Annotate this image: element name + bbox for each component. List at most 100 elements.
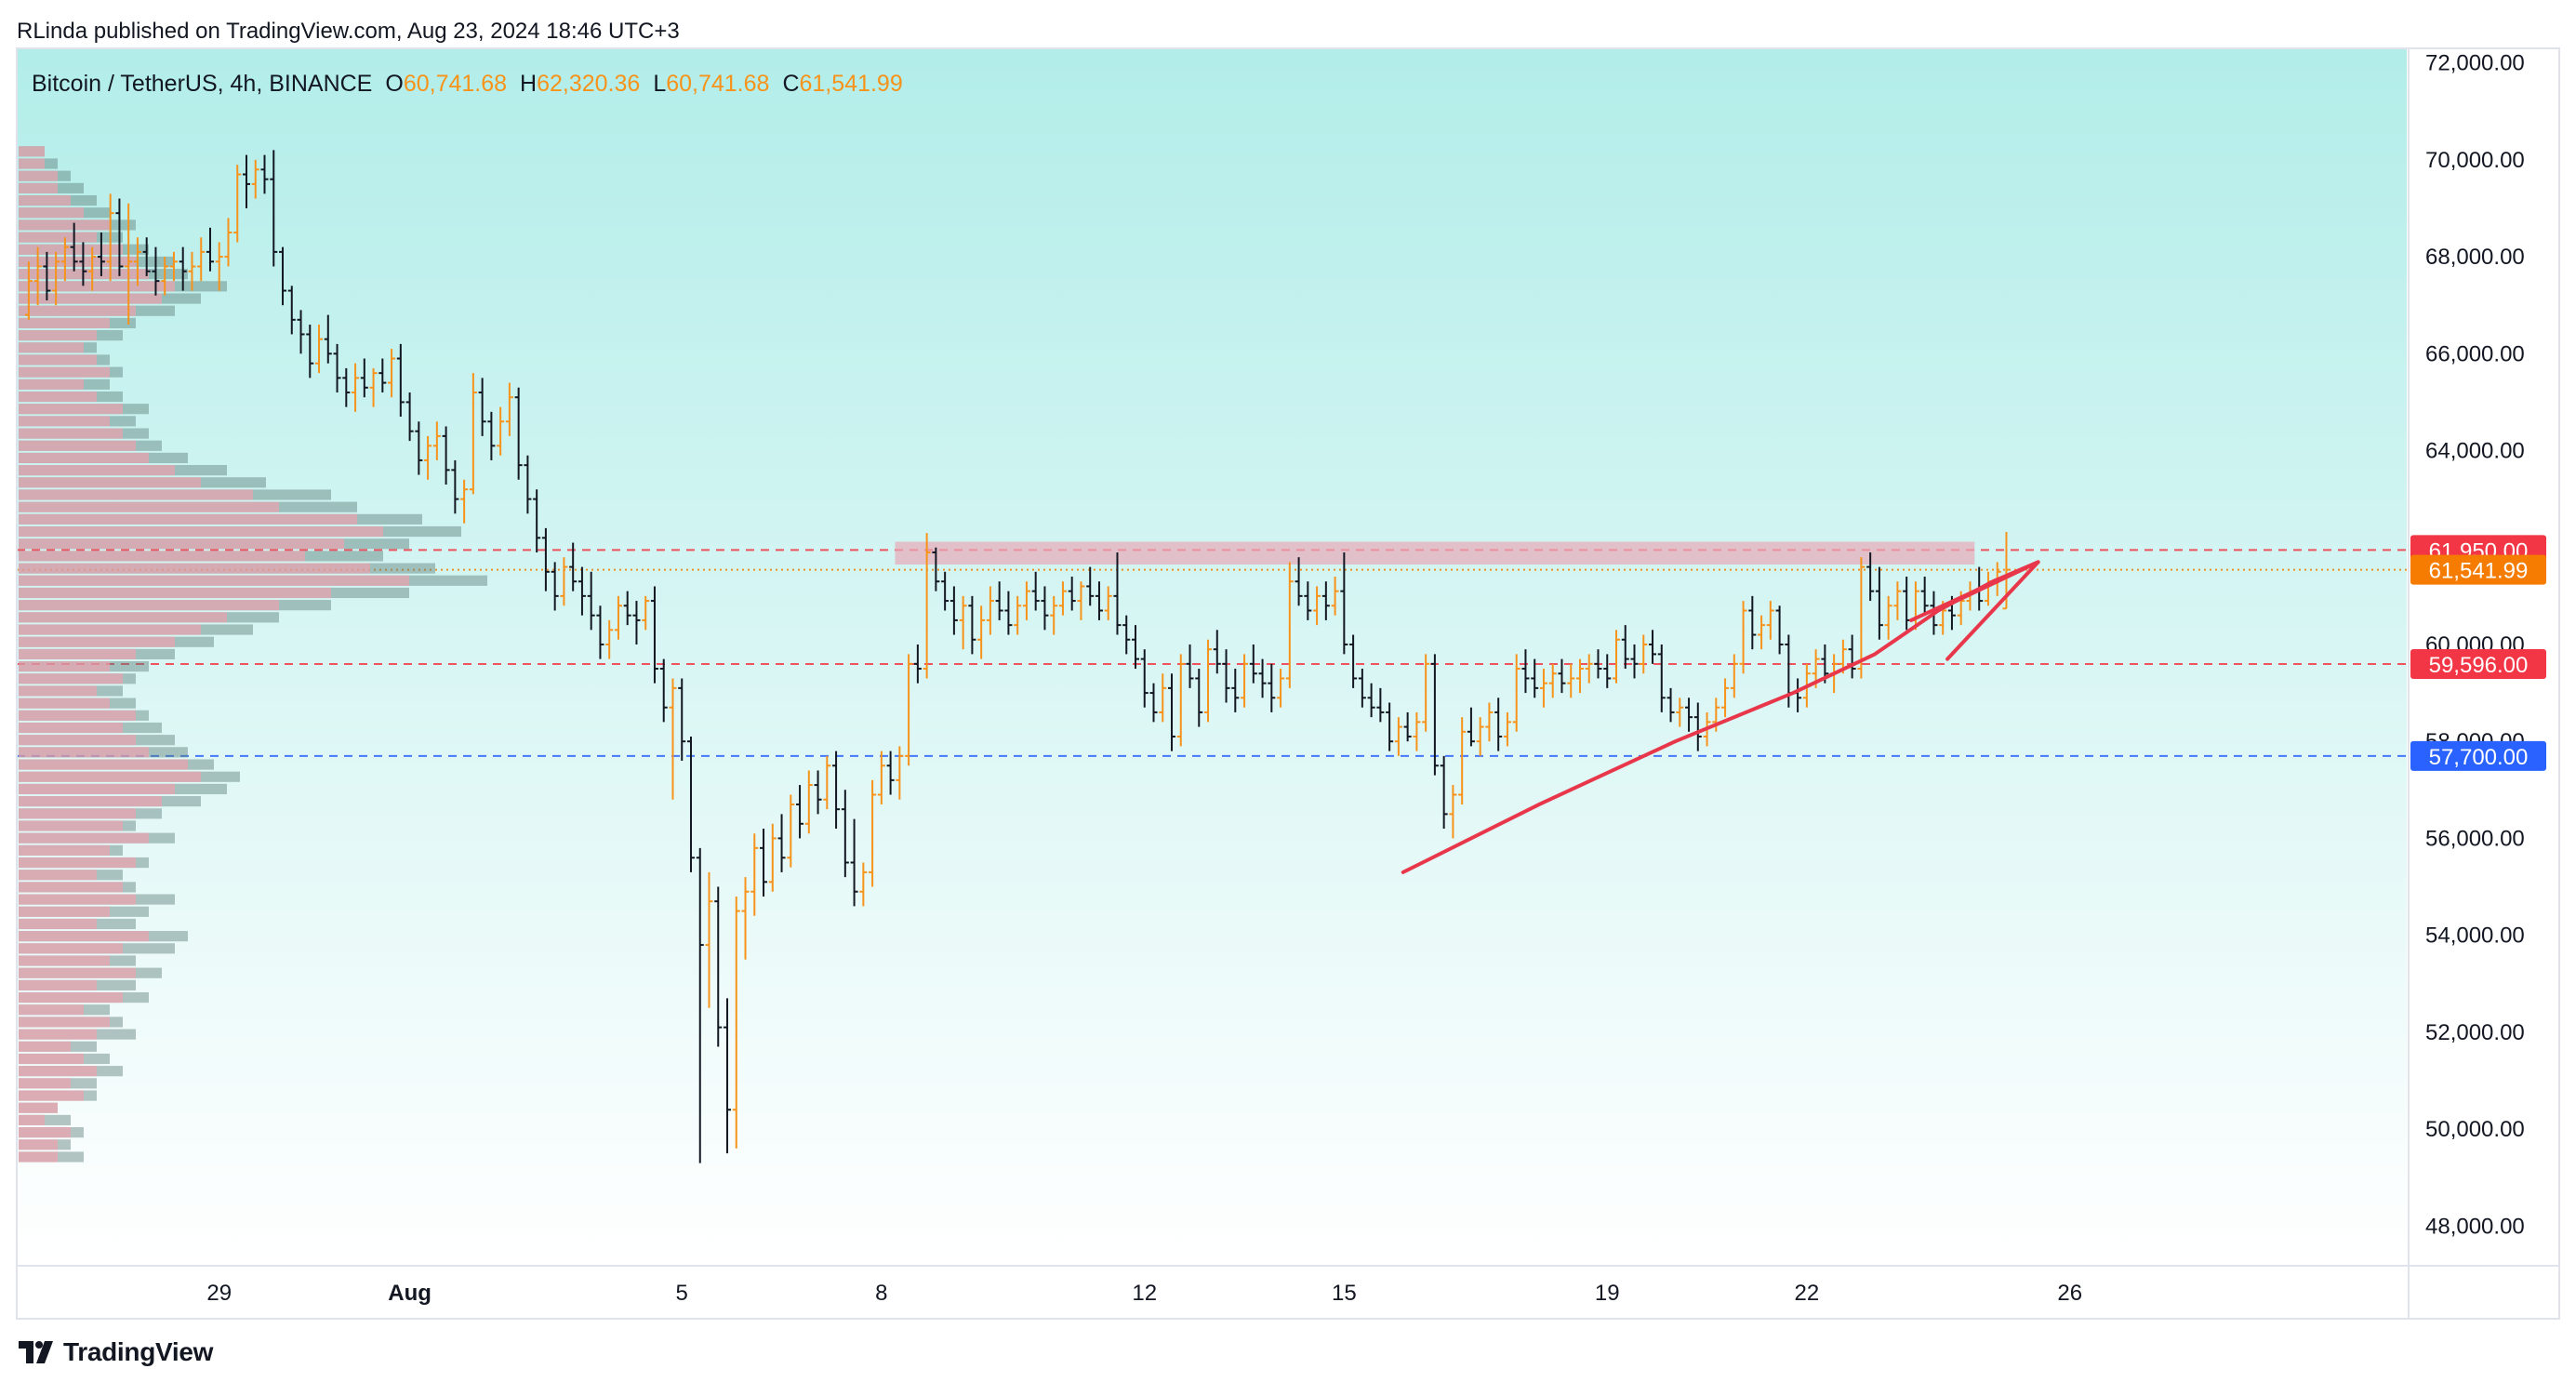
ohlc-bar [533, 489, 541, 552]
resistance-zone-layer [895, 541, 1975, 565]
time-axis[interactable]: 29 Aug 5 8 12 15 19 22 26 [206, 1281, 2082, 1306]
ohlc-bar [197, 237, 206, 282]
tradingview-brand[interactable]: TradingView [17, 1337, 213, 1367]
legend-low-value: 60,741.68 [666, 71, 769, 97]
ohlc-bar [43, 251, 51, 300]
ohlc-bar [1567, 663, 1575, 698]
ohlc-bar [1386, 702, 1394, 751]
resistance-zone[interactable] [895, 541, 1975, 565]
ohlc-bar [959, 595, 967, 650]
ohlc-bar [115, 198, 124, 276]
ohlc-bar [913, 644, 922, 684]
ohlc-bar [1022, 581, 1030, 620]
drawing-layer [1401, 560, 2040, 874]
profile-row-up [19, 525, 383, 538]
profile-row-up [19, 870, 97, 881]
x-tick-label: 29 [206, 1281, 232, 1306]
ohlc-bar [270, 150, 278, 267]
ohlc-bar [1775, 605, 1784, 655]
ohlc-bar [415, 421, 423, 475]
ohlc-bar [1349, 634, 1358, 688]
ohlc-bar [1603, 654, 1612, 688]
ohlc-bar [306, 325, 314, 379]
ohlc-bar [1222, 649, 1230, 703]
profile-row-up [19, 808, 136, 819]
ohlc-bar [24, 261, 33, 320]
ohlc-bar [1640, 634, 1648, 674]
ohlc-bar [949, 586, 958, 635]
ohlc-bar [1195, 669, 1203, 727]
ohlc-bar [1213, 630, 1221, 674]
ohlc-bar [378, 358, 387, 392]
ohlc-bar [1875, 566, 1883, 640]
ohlc-bar [1449, 785, 1457, 839]
profile-row-up [19, 244, 123, 255]
ohlc-bar [1168, 673, 1176, 751]
ohlc-bar [932, 547, 940, 591]
ohlc-bar [1467, 707, 1475, 747]
ohlc-bar [251, 159, 259, 199]
ohlc-bar [342, 367, 351, 407]
ohlc-bar [161, 257, 169, 296]
profile-row-up [19, 1066, 97, 1077]
ohlc-bar [886, 751, 895, 795]
profile-row-up [19, 783, 175, 795]
profile-row-up [19, 158, 45, 169]
ohlc-bar [869, 779, 877, 887]
profile-row-up [19, 1004, 84, 1016]
ohlc-bar [841, 790, 849, 878]
ohlc-bar [1159, 673, 1167, 723]
profile-row-up [19, 1114, 45, 1126]
profile-row-up [19, 857, 136, 869]
ohlc-bar [324, 314, 332, 364]
ohlc-bar [88, 246, 97, 291]
y-tick-label: 64,000.00 [2425, 439, 2525, 464]
ohlc-bar [1403, 711, 1412, 742]
volume-profile [19, 146, 487, 1163]
ohlc-bar [777, 814, 786, 872]
legend-symbol: Bitcoin / TetherUS, 4h, BINANCE [32, 71, 372, 97]
profile-row-up [19, 440, 136, 451]
ohlc-bar [1095, 581, 1103, 620]
ohlc-bar [823, 755, 831, 810]
ohlc-bar [1031, 571, 1040, 611]
profile-row-up [19, 722, 123, 734]
profile-row-up [19, 465, 175, 476]
ohlc-bar [179, 246, 187, 291]
profile-row-up [19, 146, 45, 157]
ohlc-bar [279, 246, 287, 306]
profile-row-up [19, 182, 58, 193]
x-tick-label: 19 [1595, 1281, 1620, 1306]
profile-row-up [19, 673, 123, 684]
ohlc-bar [1122, 615, 1131, 655]
ohlc-bar [1521, 649, 1530, 694]
ohlc-bar [905, 654, 913, 766]
ohlc-bar [287, 286, 296, 335]
profile-row-up [19, 342, 84, 353]
ohlc-bar [1304, 581, 1312, 620]
profile-row-up [19, 1127, 71, 1138]
y-tick-label: 70,000.00 [2425, 148, 2525, 173]
profile-row-up [19, 1139, 58, 1150]
price-axis[interactable]: 72,000.00 70,000.00 68,000.00 66,000.00 64,0… [2425, 51, 2525, 1240]
ohlc-bar [169, 251, 178, 282]
legend-open-value: 60,741.68 [404, 71, 507, 97]
profile-row-up [19, 428, 123, 439]
profile-row-up [19, 967, 136, 978]
ohlc-bar [1476, 717, 1484, 756]
y-tick-label: 50,000.00 [2425, 1117, 2525, 1142]
profile-row-up [19, 636, 175, 647]
ohlc-bar [1848, 634, 1856, 679]
profile-row-up [19, 918, 97, 930]
ohlc-bar [1014, 595, 1022, 635]
ohlc-bar [388, 349, 396, 398]
ohlc-bar [850, 818, 858, 907]
ohlc-bar [1666, 687, 1675, 723]
profile-row-up [19, 648, 136, 659]
ohlc-bar [1149, 683, 1158, 723]
ohlc-bar [1050, 595, 1058, 635]
ohlc-bar [877, 751, 885, 804]
ohlc-bar [832, 751, 841, 829]
ohlc-bar [1531, 658, 1539, 698]
